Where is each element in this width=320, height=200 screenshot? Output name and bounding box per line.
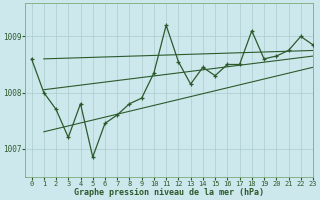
X-axis label: Graphe pression niveau de la mer (hPa): Graphe pression niveau de la mer (hPa) bbox=[74, 188, 264, 197]
